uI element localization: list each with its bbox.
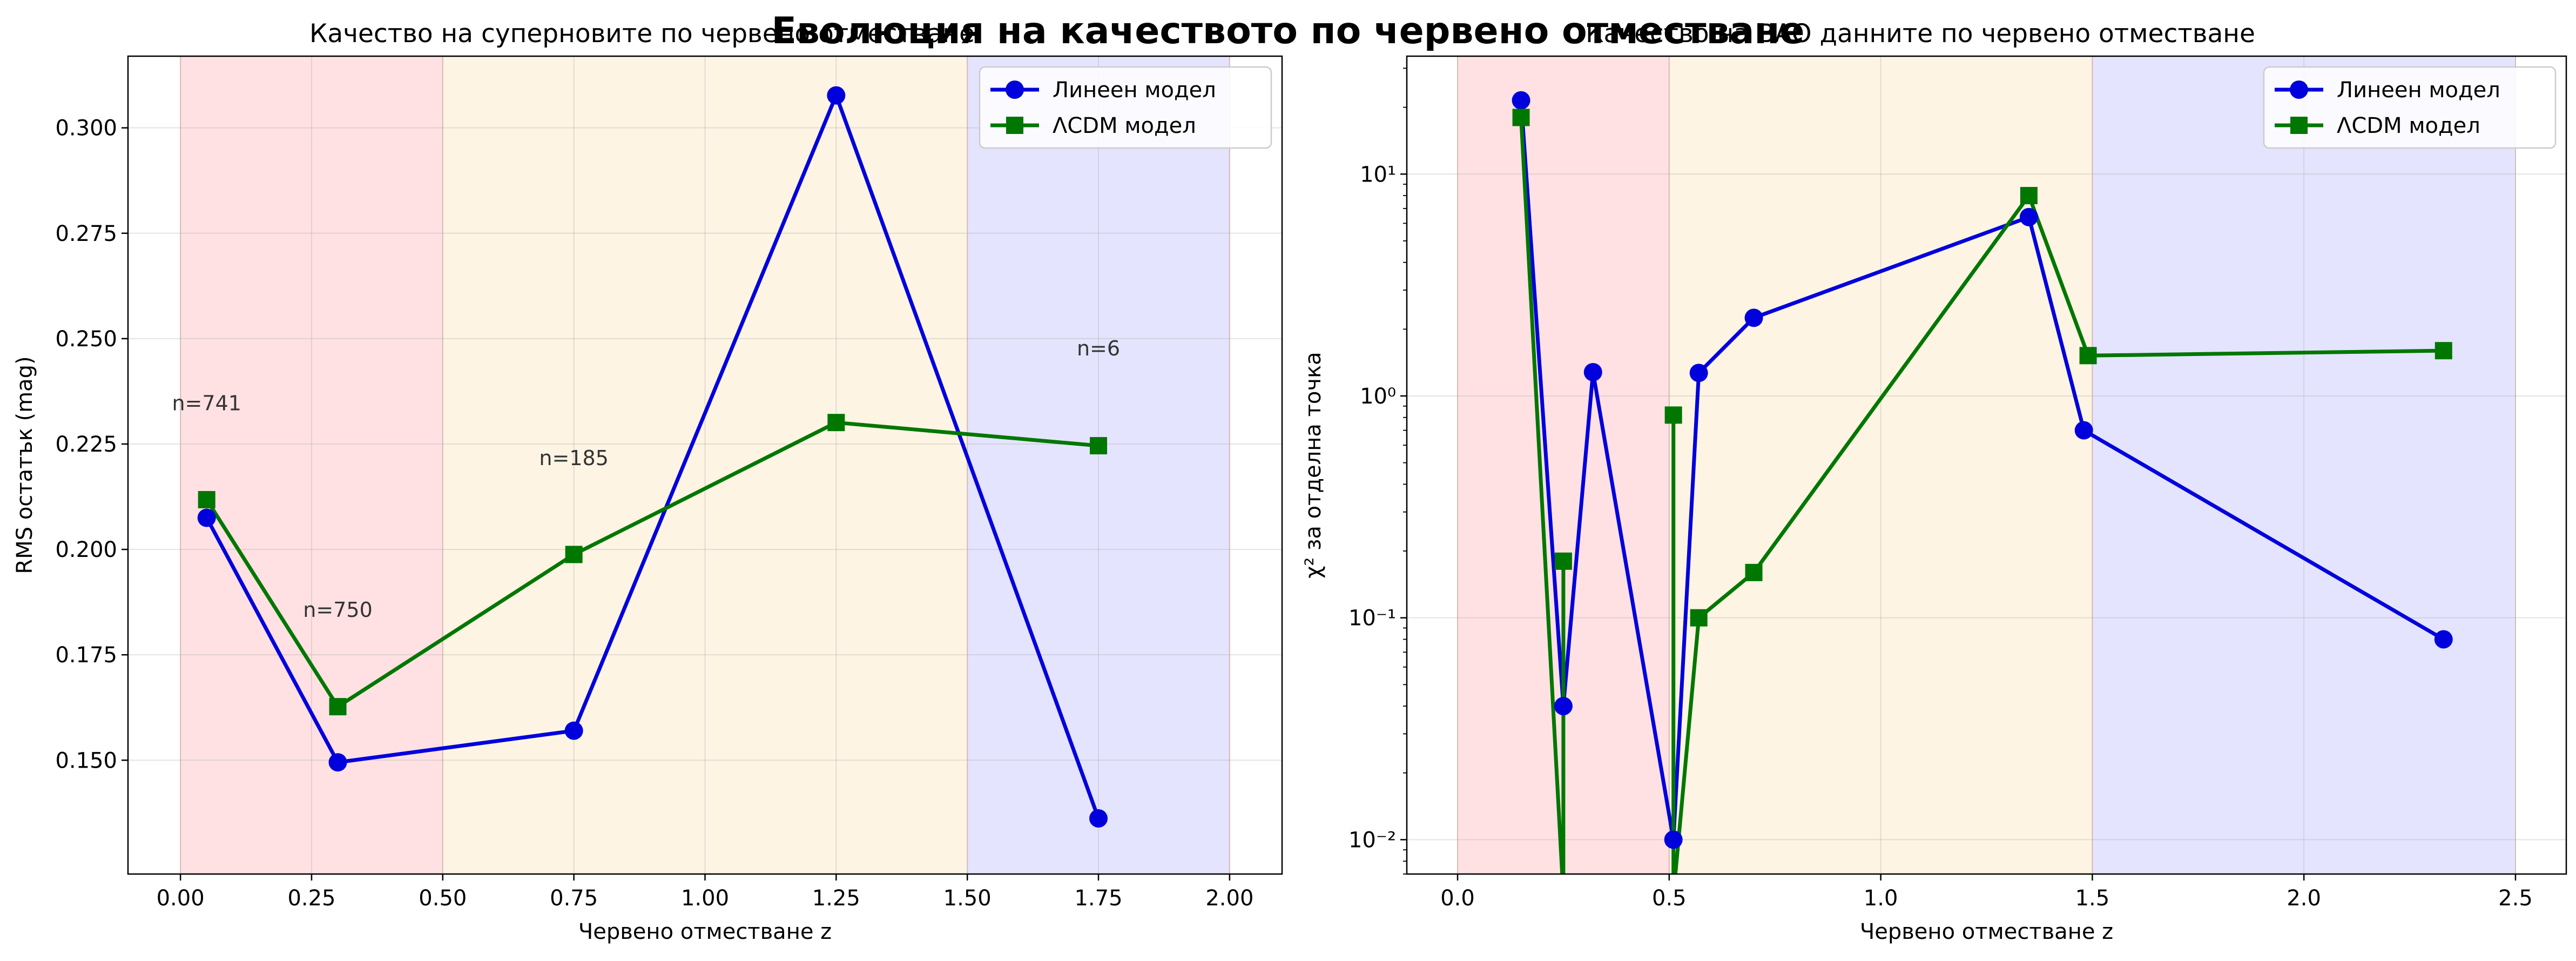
right-point-linear (1664, 830, 1683, 849)
right-point-lcdm (1512, 109, 1530, 126)
left-x-tick-label: 1.75 (1074, 886, 1122, 911)
right-legend-marker-linear (2290, 80, 2308, 99)
left-point-linear (564, 721, 583, 740)
left-point-lcdm (565, 546, 583, 563)
right-point-linear (1744, 308, 1763, 327)
right-point-lcdm (1554, 552, 1572, 570)
right-chart-title: Качество на BAO данните по червено отмес… (1586, 19, 2255, 49)
left-y-ticks: 0.150 0.175 0.200 0.225 0.250 0.275 0.300 (55, 116, 128, 773)
left-x-tick-label: 0.50 (419, 886, 467, 911)
left-band-2 (967, 56, 1230, 874)
right-point-lcdm (2020, 187, 2038, 205)
right-x-tick-label: 1.5 (2075, 886, 2110, 911)
right-chart: 0.0 0.5 1.0 1.5 2.0 2.5 10⁻² 10⁻¹ 10⁰ 10¹ Червен… (1301, 55, 2567, 944)
right-y-ticks: 10⁻² 10⁻¹ 10⁰ 10¹ (1348, 68, 1407, 875)
left-point-lcdm (329, 698, 347, 716)
right-x-ticks: 0.0 0.5 1.0 1.5 2.0 2.5 (1440, 874, 2533, 911)
left-x-tick-label: 0.75 (550, 886, 598, 911)
right-point-linear (2074, 421, 2093, 440)
left-x-tick-label: 1.25 (812, 886, 860, 911)
right-x-tick-label: 2.0 (2287, 886, 2321, 911)
left-point-linear (197, 508, 216, 527)
right-y-tick-label: 10¹ (1360, 162, 1396, 187)
right-point-linear (1689, 364, 1708, 382)
right-gridlines (1407, 56, 2566, 874)
right-y-tick-label: 10⁻² (1348, 828, 1396, 852)
left-y-axis-label: RMS остатък (mag) (12, 356, 37, 574)
right-x-tick-label: 0.5 (1652, 886, 1687, 911)
left-markers (197, 86, 1108, 828)
left-x-tick-label: 0.00 (157, 886, 205, 911)
left-y-tick-label: 0.175 (55, 643, 117, 668)
right-x-tick-label: 0.0 (1440, 886, 1475, 911)
right-point-lcdm (1664, 406, 1682, 424)
figure-suptitle: Еволюция на качеството по червено отмест… (771, 10, 1804, 52)
left-y-tick-label: 0.300 (55, 116, 117, 141)
left-y-tick-label: 0.150 (55, 748, 117, 773)
left-point-linear (1089, 809, 1108, 828)
left-point-lcdm (1090, 437, 1108, 455)
right-legend-box (2263, 66, 2557, 149)
left-legend-label-0: Линеен модел (1053, 78, 1216, 103)
left-chart-title: Качество на суперновите по червено отмес… (309, 19, 975, 49)
right-axes-frame (1406, 55, 2567, 875)
left-x-tick-label: 1.00 (681, 886, 729, 911)
right-x-tick-label: 1.0 (1864, 886, 1898, 911)
right-point-lcdm (2435, 342, 2452, 360)
right-band-2 (2092, 56, 2516, 874)
right-x-axis-label: Червено отместване z (1860, 919, 2113, 944)
left-x-axis-label: Червено отместване z (578, 919, 832, 944)
right-y-axis-label: χ² за отделна точка (1301, 352, 1326, 578)
right-y-tick-label: 10⁰ (1360, 384, 1396, 409)
left-chart: n=741 n=750 n=185 n=6 0.00 0.25 0.50 0.75 1.00 1… (12, 55, 1283, 944)
left-legend: Линеен модел ΛCDM модел (979, 66, 1272, 149)
left-y-tick-label: 0.225 (55, 432, 117, 457)
right-point-linear (1554, 697, 1573, 716)
right-point-linear (2434, 630, 2453, 649)
left-y-tick-label: 0.275 (55, 221, 117, 246)
right-legend: Линеен модел ΛCDM модел (2263, 66, 2557, 149)
left-point-lcdm (198, 490, 215, 508)
left-annotations: n=741 n=750 n=185 n=6 (172, 337, 1120, 622)
right-legend-label-0: Линеен модел (2337, 78, 2500, 103)
left-legend-box (979, 66, 1272, 149)
left-count-annotation: n=6 (1077, 337, 1120, 360)
left-point-linear (328, 753, 347, 772)
left-y-tick-label: 0.250 (55, 327, 117, 352)
right-series-line-1 (1519, 117, 2444, 874)
left-count-annotation: n=741 (172, 392, 241, 415)
right-x-tick-label: 2.5 (2498, 886, 2533, 911)
right-markers (1512, 91, 2453, 849)
left-x-tick-label: 0.25 (287, 886, 335, 911)
left-legend-marker-linear (1006, 80, 1024, 99)
right-redshift-bands (1457, 56, 2516, 874)
left-x-tick-label: 1.50 (943, 886, 992, 911)
right-point-linear (2019, 207, 2038, 226)
left-legend-marker-lcdm (1006, 117, 1023, 134)
left-x-ticks: 0.00 0.25 0.50 0.75 1.00 1.25 1.50 1.75 2.00 (157, 874, 1253, 911)
left-y-tick-label: 0.200 (55, 537, 117, 562)
right-point-lcdm (1745, 563, 1763, 581)
left-point-lcdm (827, 414, 845, 432)
left-count-annotation: n=185 (539, 446, 608, 470)
right-y-tick-label: 10⁻¹ (1348, 606, 1396, 631)
left-legend-label-1: ΛCDM модел (1053, 113, 1196, 138)
right-legend-marker-lcdm (2290, 117, 2308, 134)
right-point-lcdm (2079, 347, 2097, 365)
left-x-tick-label: 2.00 (1205, 886, 1253, 911)
left-band-0 (180, 56, 443, 874)
right-legend-label-1: ΛCDM модел (2337, 113, 2480, 138)
right-point-lcdm (1690, 609, 1708, 627)
right-point-linear (1512, 91, 1530, 110)
left-count-annotation: n=750 (303, 598, 372, 622)
right-point-linear (1583, 362, 1602, 381)
left-point-linear (827, 86, 846, 105)
